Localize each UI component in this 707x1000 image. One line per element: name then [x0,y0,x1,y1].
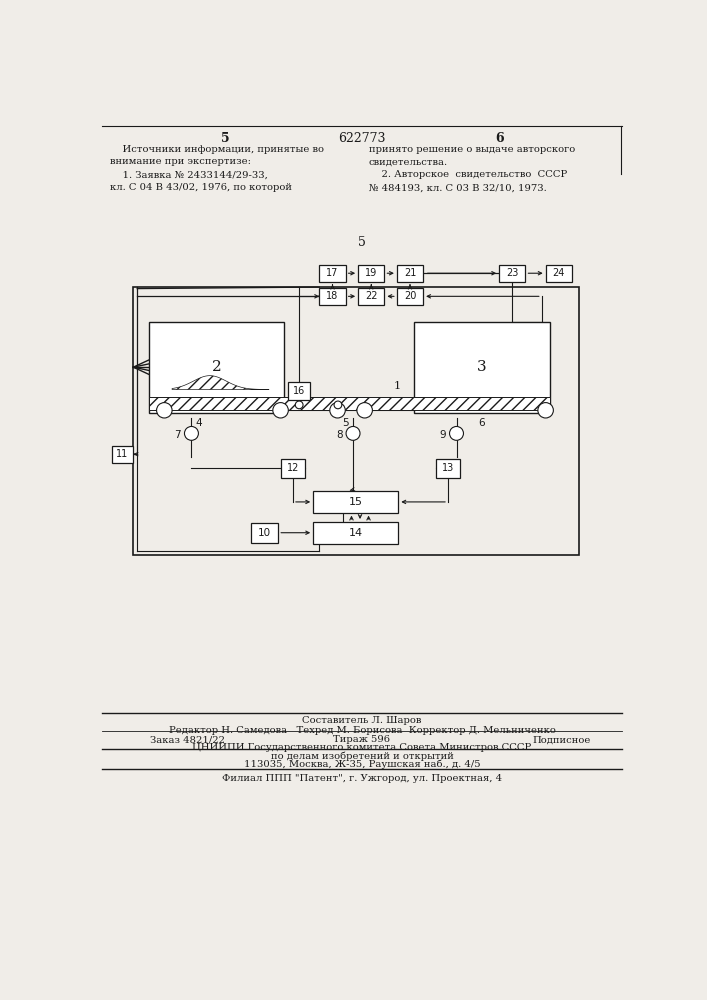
Text: принято решение о выдаче авторского
свидетельства.
    2. Авторское  свидетельст: принято решение о выдаче авторского свид… [369,145,575,192]
Text: 6: 6 [479,418,485,428]
Text: по делам изобретений и открытий: по делам изобретений и открытий [271,751,453,761]
Text: 1: 1 [394,381,401,391]
Text: Филиал ППП "Патент", г. Ужгород, ул. Проектная, 4: Филиал ППП "Патент", г. Ужгород, ул. Про… [222,774,502,783]
Text: Составитель Л. Шаров: Составитель Л. Шаров [303,716,421,725]
Bar [149,397,549,410]
Bar [320,288,346,305]
Bar [149,322,284,413]
Circle shape [346,426,360,440]
Circle shape [185,426,199,440]
Text: 24: 24 [553,268,565,278]
Text: 3: 3 [477,360,486,374]
Circle shape [450,426,464,440]
Bar [112,446,134,463]
Bar [499,265,525,282]
Bar [281,459,305,478]
Text: 21: 21 [404,268,416,278]
Text: 5: 5 [358,235,366,248]
Text: 4: 4 [196,418,202,428]
Text: 113035, Москва, Ж-35, Раушская наб., д. 4/5: 113035, Москва, Ж-35, Раушская наб., д. … [244,760,480,769]
Text: Источники информации, принятые во
внимание при экспертизе:
    1. Заявка № 24331: Источники информации, принятые во вниман… [110,145,324,192]
Bar [358,265,385,282]
Text: 16: 16 [293,386,305,396]
Text: 18: 18 [327,291,339,301]
Text: 5: 5 [221,132,230,145]
Bar [134,287,579,555]
Bar [546,265,572,282]
Bar [251,523,279,543]
Text: 2: 2 [212,360,221,374]
Text: Тираж 596: Тираж 596 [334,735,390,744]
Circle shape [273,403,288,418]
Bar [436,459,460,478]
Circle shape [156,403,172,418]
Text: Редактор Н. Самедова   Техред М. Борисова  Корректор Д. Мельниченко: Редактор Н. Самедова Техред М. Борисова … [168,726,556,735]
Bar [397,265,423,282]
Bar [358,288,385,305]
Bar [288,382,310,400]
Bar [414,322,549,413]
Text: Заказ 4821/22: Заказ 4821/22 [151,735,226,744]
Circle shape [329,403,345,418]
Text: 7: 7 [174,430,181,440]
Circle shape [334,401,341,409]
Circle shape [538,403,554,418]
Circle shape [357,403,373,418]
Text: 15: 15 [349,497,363,507]
Text: 6: 6 [495,132,503,145]
Text: 23: 23 [506,268,518,278]
Text: 9: 9 [439,430,446,440]
Text: 12: 12 [287,463,299,473]
Text: 22: 22 [365,291,378,301]
Text: 11: 11 [117,449,129,459]
Bar [320,265,346,282]
Bar [397,288,423,305]
Text: ЦНИИПИ Государственного комитета Совета Министров СССР: ЦНИИПИ Государственного комитета Совета … [192,743,532,752]
Circle shape [296,401,303,409]
Bar [313,491,398,513]
Bar [313,522,398,544]
Text: 14: 14 [349,528,363,538]
Text: 622773: 622773 [338,132,386,145]
Text: Подписное: Подписное [532,735,590,744]
Text: 19: 19 [365,268,378,278]
Text: 13: 13 [442,463,454,473]
Text: 10: 10 [258,528,271,538]
Text: 8: 8 [336,430,342,440]
Text: 5: 5 [342,418,349,428]
Text: 20: 20 [404,291,416,301]
Text: 17: 17 [327,268,339,278]
